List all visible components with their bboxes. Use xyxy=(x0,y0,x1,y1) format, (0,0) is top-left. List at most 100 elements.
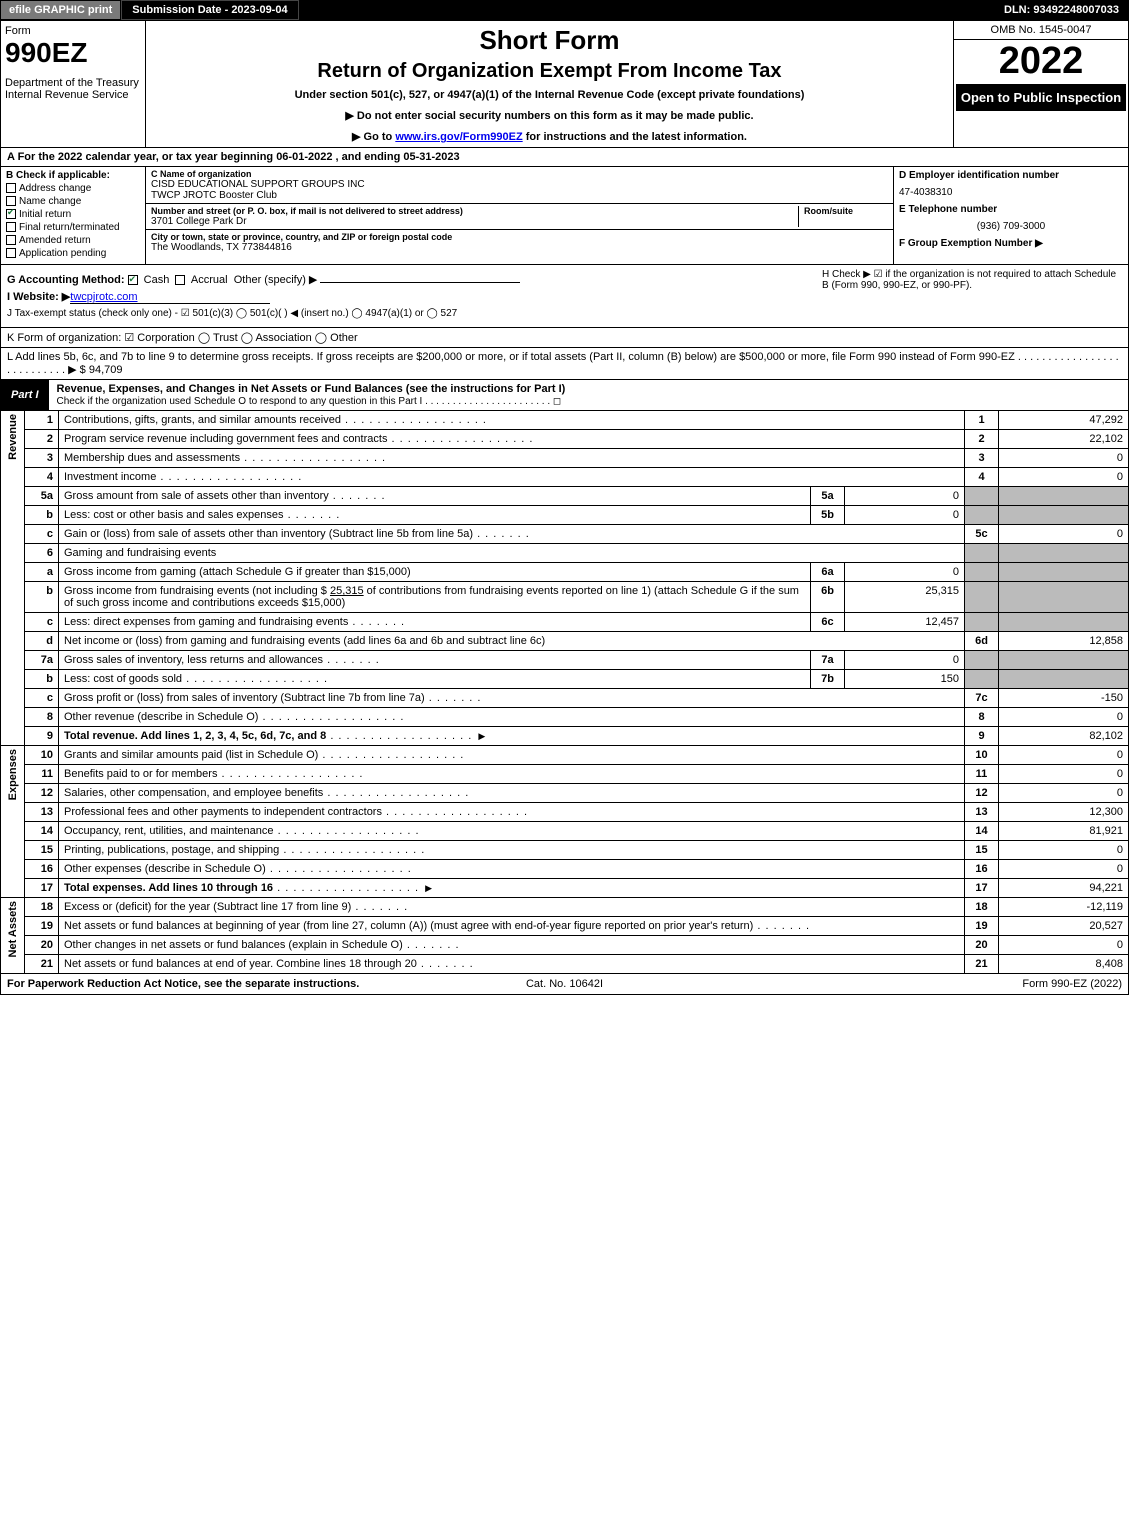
line-9-no: 9 xyxy=(25,727,59,746)
section-b-through-f: B Check if applicable: Address change Na… xyxy=(0,167,1129,265)
line-8-no: 8 xyxy=(25,708,59,727)
footer-paperwork: For Paperwork Reduction Act Notice, see … xyxy=(7,978,379,990)
line-7a-sub: 7a xyxy=(811,651,845,670)
line-5c-desc: Gain or (loss) from sale of assets other… xyxy=(64,528,530,540)
line-5b-desc: Less: cost or other basis and sales expe… xyxy=(64,509,340,521)
under-section-text: Under section 501(c), 527, or 4947(a)(1)… xyxy=(154,89,945,101)
shade-6 xyxy=(965,544,999,563)
line-12-no: 12 xyxy=(25,784,59,803)
part-1-title: Revenue, Expenses, and Changes in Net As… xyxy=(49,380,1128,410)
line-10-val: 0 xyxy=(999,746,1129,765)
line-19-rno: 19 xyxy=(965,917,999,936)
checkbox-name-change[interactable] xyxy=(6,196,16,206)
city-label: City or town, state or province, country… xyxy=(151,232,888,242)
shade-7a-v xyxy=(999,651,1129,670)
form-header: Form 990EZ Department of the Treasury In… xyxy=(0,20,1129,148)
line-3-no: 3 xyxy=(25,449,59,468)
line-10-no: 10 xyxy=(25,746,59,765)
i-label: I Website: ▶ xyxy=(7,291,70,303)
line-7c-rno: 7c xyxy=(965,689,999,708)
c-name-label: C Name of organization xyxy=(151,169,888,179)
line-13-desc: Professional fees and other payments to … xyxy=(64,806,528,818)
line-17-val: 94,221 xyxy=(999,879,1129,898)
chk-label-1: Name change xyxy=(19,196,81,207)
instruction-ssn: ▶ Do not enter social security numbers o… xyxy=(154,109,945,122)
f-group-exemption: F Group Exemption Number ▶ xyxy=(894,235,1128,252)
line-19-no: 19 xyxy=(25,917,59,936)
line-3-val: 0 xyxy=(999,449,1129,468)
checkbox-cash[interactable] xyxy=(128,275,138,285)
line-19-desc: Net assets or fund balances at beginning… xyxy=(64,920,810,932)
j-tax-exempt-status: J Tax-exempt status (check only one) - ☑… xyxy=(7,308,822,319)
line-2-desc: Program service revenue including govern… xyxy=(64,433,533,445)
department-label: Department of the Treasury Internal Reve… xyxy=(5,77,141,101)
shade-7b-v xyxy=(999,670,1129,689)
line-21-no: 21 xyxy=(25,955,59,974)
submission-date: Submission Date - 2023-09-04 xyxy=(121,0,298,20)
line-14-rno: 14 xyxy=(965,822,999,841)
line-2-val: 22,102 xyxy=(999,430,1129,449)
line-12-desc: Salaries, other compensation, and employ… xyxy=(64,787,469,799)
line-5a-desc: Gross amount from sale of assets other t… xyxy=(64,490,386,502)
other-specify-input[interactable] xyxy=(320,282,520,283)
shade-5b-v xyxy=(999,506,1129,525)
checkbox-initial-return[interactable] xyxy=(6,209,16,219)
goto-suffix: for instructions and the latest informat… xyxy=(523,131,747,143)
checkbox-application-pending[interactable] xyxy=(6,248,16,258)
checkbox-final-return[interactable] xyxy=(6,222,16,232)
omb-number: OMB No. 1545-0047 xyxy=(954,21,1128,40)
l-value: 94,709 xyxy=(89,364,123,376)
line-13-val: 12,300 xyxy=(999,803,1129,822)
netassets-side-label: Net Assets xyxy=(1,898,25,974)
line-11-no: 11 xyxy=(25,765,59,784)
line-7b-sub: 7b xyxy=(811,670,845,689)
line-6a-sub: 6a xyxy=(811,563,845,582)
line-10-rno: 10 xyxy=(965,746,999,765)
line-1-val: 47,292 xyxy=(999,411,1129,430)
line-2-rno: 2 xyxy=(965,430,999,449)
line-15-desc: Printing, publications, postage, and shi… xyxy=(64,844,425,856)
irs-link[interactable]: www.irs.gov/Form990EZ xyxy=(395,131,522,143)
line-16-no: 16 xyxy=(25,860,59,879)
l-gross-receipts: L Add lines 5b, 6c, and 7b to line 9 to … xyxy=(0,348,1129,380)
line-15-val: 0 xyxy=(999,841,1129,860)
chk-label-5: Application pending xyxy=(19,248,106,259)
shade-6c-v xyxy=(999,613,1129,632)
goto-prefix: ▶ Go to xyxy=(352,131,395,143)
accrual-label: Accrual xyxy=(191,274,228,286)
shade-6b xyxy=(965,582,999,613)
d-ein-label: D Employer identification number xyxy=(894,167,1128,184)
column-d-e-f: D Employer identification number 47-4038… xyxy=(893,167,1128,264)
line-21-desc: Net assets or fund balances at end of ye… xyxy=(64,958,474,970)
line-6d-rno: 6d xyxy=(965,632,999,651)
line-6b-no: b xyxy=(25,582,59,613)
shade-6a-v xyxy=(999,563,1129,582)
shade-5a xyxy=(965,487,999,506)
line-6c-sub: 6c xyxy=(811,613,845,632)
line-2-no: 2 xyxy=(25,430,59,449)
line-20-val: 0 xyxy=(999,936,1129,955)
checkbox-address-change[interactable] xyxy=(6,183,16,193)
line-12-rno: 12 xyxy=(965,784,999,803)
line-7b-sval: 150 xyxy=(845,670,965,689)
line-8-rno: 8 xyxy=(965,708,999,727)
line-18-rno: 18 xyxy=(965,898,999,917)
g-accounting-method: G Accounting Method: Cash Accrual Other … xyxy=(7,273,822,286)
checkbox-accrual[interactable] xyxy=(175,275,185,285)
line-3-rno: 3 xyxy=(965,449,999,468)
line-21-rno: 21 xyxy=(965,955,999,974)
line-5b-no: b xyxy=(25,506,59,525)
line-7b-no: b xyxy=(25,670,59,689)
website-link[interactable]: twcpjrotc.com xyxy=(70,291,270,304)
line-1-rno: 1 xyxy=(965,411,999,430)
shade-5a-v xyxy=(999,487,1129,506)
tax-year: 2022 xyxy=(954,40,1128,82)
line-18-desc: Excess or (deficit) for the year (Subtra… xyxy=(64,901,408,913)
section-g-h-i-j: G Accounting Method: Cash Accrual Other … xyxy=(0,265,1129,328)
checkbox-amended-return[interactable] xyxy=(6,235,16,245)
line-21-val: 8,408 xyxy=(999,955,1129,974)
i-website: I Website: ▶twcpjrotc.com xyxy=(7,290,822,304)
efile-print-button[interactable]: efile GRAPHIC print xyxy=(0,0,121,20)
line-9-rno: 9 xyxy=(965,727,999,746)
expenses-side-label: Expenses xyxy=(1,746,25,898)
